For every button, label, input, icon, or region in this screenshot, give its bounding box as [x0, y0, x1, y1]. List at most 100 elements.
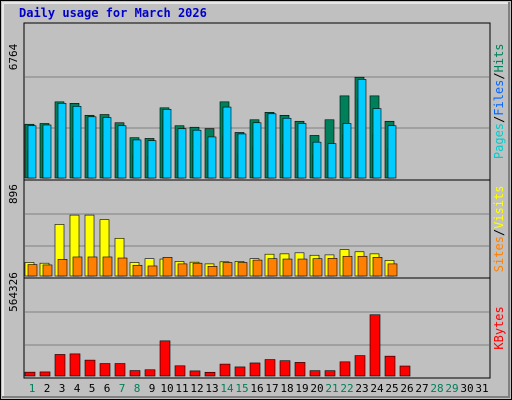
x-tick-label-day-20: 20: [310, 382, 323, 395]
kbytes-bar-kbytes-day-9: [144, 369, 156, 377]
x-tick-label-day-18: 18: [280, 382, 293, 395]
pages-files-hits-bar-pages-day-22: [342, 123, 352, 179]
frame-shadow-right: [508, 2, 510, 398]
pages-files-hits-bar-pages-day-6: [102, 117, 112, 179]
kbytes-bar-kbytes-day-2: [39, 371, 51, 377]
sites-visits-bar-sites-day-5: [87, 256, 98, 277]
pages-files-hits-bar-pages-day-7: [117, 125, 127, 179]
sites-visits-bar-sites-day-8: [132, 264, 143, 277]
kbytes-bar-kbytes-day-7: [114, 363, 126, 377]
sites-visits-legend: Sites/Visits: [492, 185, 506, 272]
x-tick-label-day-10: 10: [160, 382, 173, 395]
legend-entry: Sites: [492, 236, 506, 272]
sites-visits-bar-sites-day-3: [57, 259, 68, 277]
sites-visits-bar-sites-day-17: [267, 258, 278, 277]
x-tick-label-day-17: 17: [265, 382, 278, 395]
x-tick-label-day-13: 13: [205, 382, 218, 395]
pages-files-hits-bar-pages-day-9: [147, 140, 157, 179]
pages-files-hits-bar-pages-day-8: [132, 139, 142, 179]
x-tick-label-day-7: 7: [119, 382, 126, 395]
kbytes-bar-kbytes-day-21: [324, 370, 336, 377]
kbytes-bar-kbytes-day-23: [354, 355, 366, 377]
kbytes-bar-kbytes-day-14: [219, 363, 231, 377]
pages-files-hits-bar-pages-day-15: [237, 133, 247, 179]
sites-visits-bar-sites-day-6: [102, 256, 113, 277]
x-tick-label-day-26: 26: [400, 382, 413, 395]
kbytes-bar-kbytes-day-6: [99, 363, 111, 377]
kbytes-bar-kbytes-day-24: [369, 314, 381, 377]
x-tick-label-day-15: 15: [235, 382, 248, 395]
x-tick-label-day-14: 14: [220, 382, 234, 395]
sites-visits-bar-sites-day-4: [72, 256, 83, 277]
frame-highlight-top: [2, 2, 510, 4]
x-tick-label-day-24: 24: [370, 382, 384, 395]
kbytes-bar-kbytes-day-16: [249, 362, 261, 377]
pages-files-hits-bar-pages-day-25: [387, 125, 397, 179]
kbytes-bar-kbytes-day-3: [54, 354, 66, 377]
x-tick-label-day-2: 2: [44, 382, 51, 395]
sites-visits-bar-sites-day-13: [207, 266, 218, 277]
pages-files-hits-bar-pages-day-5: [87, 116, 97, 179]
pages-files-hits-bar-pages-day-4: [72, 106, 82, 179]
legend-entry: /: [492, 116, 506, 123]
sites-visits-bar-sites-day-15: [237, 262, 248, 277]
sites-visits-bar-sites-day-7: [117, 257, 128, 277]
legend-entry: Pages: [492, 123, 506, 159]
kbytes-legend: KBytes: [492, 306, 506, 349]
kbytes-bar-kbytes-day-4: [69, 353, 81, 377]
legend-entry: Files: [492, 80, 506, 116]
kbytes-bar-kbytes-day-20: [309, 370, 321, 377]
x-tick-label-day-9: 9: [149, 382, 156, 395]
x-tick-label-day-25: 25: [385, 382, 398, 395]
pages-files-hits-bar-pages-day-24: [372, 108, 382, 179]
x-tick-label-day-3: 3: [59, 382, 66, 395]
x-tick-label-day-28: 28: [430, 382, 443, 395]
sites-visits-bar-sites-day-11: [177, 263, 188, 277]
kbytes-bar-kbytes-day-5: [84, 359, 96, 377]
pages-files-hits-bar-pages-day-20: [312, 141, 322, 179]
pages-files-hits-bar-pages-day-12: [192, 129, 202, 179]
sites-visits-bar-sites-day-9: [147, 265, 158, 277]
kbytes-bar-kbytes-day-15: [234, 366, 246, 377]
sites-visits-bar-sites-day-23: [357, 255, 368, 277]
x-tick-label-day-1: 1: [29, 382, 36, 395]
kbytes-bar-kbytes-day-19: [294, 362, 306, 377]
x-tick-label-day-19: 19: [295, 382, 308, 395]
kbytes-bar-kbytes-day-25: [384, 355, 396, 377]
x-tick-label-day-8: 8: [134, 382, 141, 395]
x-tick-label-day-6: 6: [104, 382, 111, 395]
sites-visits-bar-sites-day-21: [327, 258, 338, 277]
sites-visits-bar-sites-day-20: [312, 258, 323, 277]
x-tick-label-day-11: 11: [175, 382, 188, 395]
kbytes-bar-kbytes-day-17: [264, 359, 276, 377]
kbytes-bar-kbytes-day-26: [399, 365, 411, 377]
legend-entry: Hits: [492, 43, 506, 72]
kbytes-bar-kbytes-day-10: [159, 340, 171, 377]
x-tick-label-day-5: 5: [89, 382, 96, 395]
pages-files-hits-bar-pages-day-19: [297, 123, 307, 179]
kbytes-plot-area: [23, 277, 491, 379]
x-tick-label-day-23: 23: [355, 382, 368, 395]
pages-files-hits-bar-pages-day-16: [252, 122, 262, 179]
pages-files-hits-bar-pages-day-3: [57, 103, 67, 179]
pages-files-hits-bar-pages-day-13: [207, 136, 217, 179]
legend-entry: /: [492, 72, 506, 79]
kbytes-bar-kbytes-day-8: [129, 370, 141, 377]
pages-files-hits-bar-pages-day-1: [27, 125, 37, 179]
sites-visits-max-label: 896: [7, 184, 20, 204]
sites-visits-bar-sites-day-22: [342, 255, 353, 277]
pages-files-hits-bar-pages-day-21: [327, 143, 337, 179]
sites-visits-bar-sites-day-25: [387, 263, 398, 277]
sites-visits-bar-sites-day-16: [252, 259, 263, 277]
pages-files-hits-bar-pages-day-2: [42, 124, 52, 179]
x-tick-label-day-31: 31: [475, 382, 488, 395]
kbytes-bar-kbytes-day-1: [24, 371, 36, 377]
kbytes-bar-kbytes-day-11: [174, 365, 186, 377]
pages-files-hits-legend: Pages/Files/Hits: [492, 43, 506, 159]
sites-visits-bar-sites-day-10: [162, 257, 173, 277]
x-tick-label-day-12: 12: [190, 382, 203, 395]
kbytes-max-label: 564326: [7, 272, 20, 312]
kbytes-bar-kbytes-day-22: [339, 361, 351, 377]
x-tick-label-day-16: 16: [250, 382, 263, 395]
